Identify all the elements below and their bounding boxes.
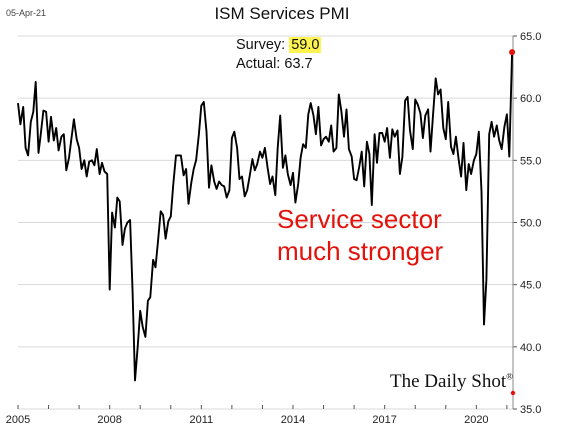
x-tick-label: 2008: [97, 414, 121, 426]
y-tick-label: 55.0: [520, 155, 541, 167]
brand-mark: ®: [506, 371, 513, 382]
y-axis: 35.0 40.0 45.0 50.0 55.0 60.0 65.0: [512, 31, 541, 416]
axis-origin-marker: [510, 390, 516, 396]
date-stamp: 05-Apr-21: [6, 8, 47, 18]
x-axis: 2005 2008 2011 2014 2017 2020: [6, 405, 508, 426]
callout-line-2: much stronger: [277, 236, 444, 266]
survey-value: 59.0: [289, 37, 322, 53]
chart-title: ISM Services PMI: [214, 4, 350, 23]
y-tick-label: 40.0: [520, 342, 541, 354]
gridlines: [18, 35, 513, 410]
brand-name: The Daily Shot: [390, 371, 507, 392]
x-tick-label: 2014: [281, 414, 305, 426]
pmi-series-line: [17, 52, 514, 382]
actual-label: Actual:: [236, 56, 281, 72]
callout-text: Service sector much stronger: [277, 203, 443, 267]
y-tick-label: 65.0: [520, 31, 541, 43]
actual-value: 63.7: [284, 56, 313, 72]
x-tick-label: 2011: [190, 414, 214, 426]
survey-label: Survey:: [236, 37, 286, 53]
brand-logo: The Daily Shot®: [390, 371, 513, 393]
y-tick-label: 60.0: [520, 93, 541, 105]
callout-line-1: Service sector: [277, 204, 442, 234]
y-tick-label: 45.0: [520, 280, 541, 292]
x-tick-label: 2005: [6, 414, 30, 426]
latest-value-marker: [509, 49, 516, 56]
x-tick-label: 2017: [372, 414, 396, 426]
y-tick-label: 35.0: [520, 404, 541, 416]
actual-annotation: Actual: 63.7: [236, 56, 313, 72]
y-tick-label: 50.0: [520, 218, 541, 230]
survey-annotation: Survey: 59.0: [236, 37, 322, 53]
x-tick-label: 2020: [464, 414, 488, 426]
